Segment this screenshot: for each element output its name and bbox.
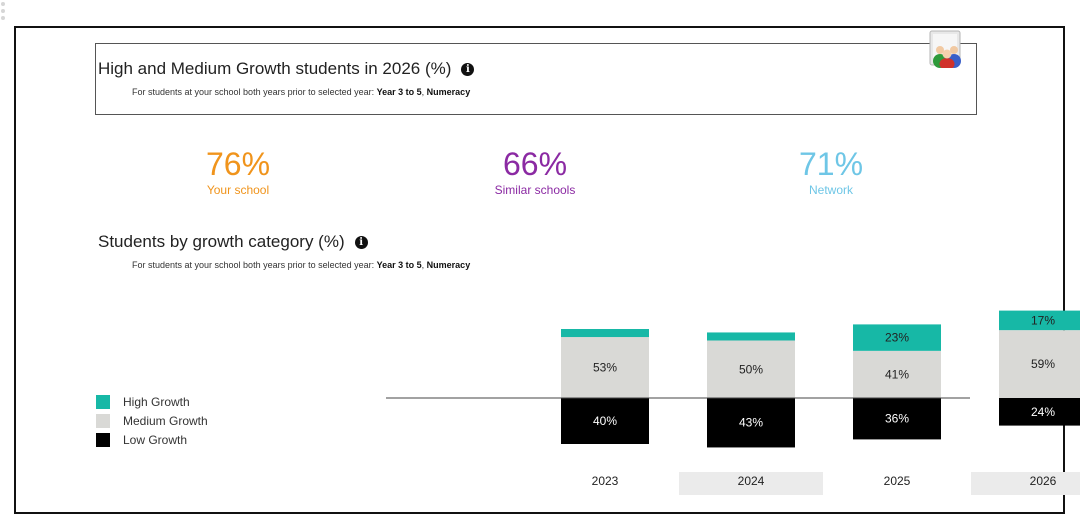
data-label-low-growth: 40% xyxy=(593,414,617,428)
bar-high-growth xyxy=(999,310,1080,331)
chart-note-domain: Numeracy xyxy=(426,260,471,270)
bar-low-growth xyxy=(707,398,795,448)
info-icon[interactable]: i xyxy=(461,63,475,76)
data-label-medium-growth: 41% xyxy=(885,367,909,381)
summary-note-prefix: For students at your school both years p… xyxy=(132,87,377,97)
bar-low-growth xyxy=(999,398,1080,426)
chart-note-prefix: For students at your school both years p… xyxy=(132,260,377,270)
x-tick-background xyxy=(679,472,823,495)
x-tick-label: 2026 xyxy=(1030,474,1057,488)
kpi-similar-schools: 66% Similar schools xyxy=(435,146,635,197)
bar-medium-growth xyxy=(999,330,1080,398)
x-tick-label: 2024 xyxy=(738,474,765,488)
x-tick-background xyxy=(971,472,1080,495)
bar-high-growth xyxy=(853,324,941,351)
data-label-low-growth: 36% xyxy=(885,412,909,426)
chart-title-text: Students by growth category (%) xyxy=(98,232,345,251)
legend-item-low: Low Growth xyxy=(96,430,208,449)
chart-title: Students by growth category (%) i xyxy=(98,232,368,252)
legend-swatch-low xyxy=(96,432,110,447)
bar-medium-growth xyxy=(561,337,649,398)
chart-note-sep: , xyxy=(421,260,427,270)
bar-medium-growth xyxy=(707,340,795,398)
legend-swatch-medium xyxy=(96,413,110,428)
summary-note: For students at your school both years p… xyxy=(132,87,470,97)
chart-note: For students at your school both years p… xyxy=(132,260,470,270)
legend-swatch-high xyxy=(96,394,110,409)
bar-high-growth xyxy=(561,329,649,338)
chart-legend: High Growth Medium Growth Low Growth xyxy=(96,392,208,449)
bar-low-growth xyxy=(561,398,649,444)
data-label-low-growth: 24% xyxy=(1031,405,1055,419)
data-label-low-growth: 43% xyxy=(739,416,763,430)
legend-label-high: High Growth xyxy=(123,394,190,409)
bar-medium-growth xyxy=(853,350,941,398)
legend-item-high: High Growth xyxy=(96,392,208,411)
summary-note-sep: , xyxy=(421,87,427,97)
legend-label-low: Low Growth xyxy=(123,432,188,447)
summary-note-year: Year 3 to 5 xyxy=(376,87,422,97)
kpi-network-label: Network xyxy=(808,183,853,197)
data-label-medium-growth: 59% xyxy=(1031,357,1055,371)
x-tick-label: 2025 xyxy=(884,474,911,488)
summary-note-domain: Numeracy xyxy=(426,87,471,97)
kpi-your-school-label: Your school xyxy=(206,183,270,197)
data-label-high-growth: 17% xyxy=(1031,313,1055,327)
kpi-network-value: 71% xyxy=(798,146,864,182)
kpi-network: 71% Network xyxy=(731,146,931,197)
kpi-your-school: 76% Your school xyxy=(138,146,338,197)
summary-title: High and Medium Growth students in 2026 … xyxy=(98,59,475,79)
kpi-similar-schools-label: Similar schools xyxy=(494,183,576,197)
kpi-your-school-value: 76% xyxy=(205,146,271,182)
data-label-medium-growth: 50% xyxy=(739,362,763,376)
legend-label-medium: Medium Growth xyxy=(123,413,208,428)
report-frame xyxy=(14,26,1065,514)
legend-item-medium: Medium Growth xyxy=(96,411,208,430)
info-icon[interactable]: i xyxy=(354,236,368,249)
bar-high-growth xyxy=(707,332,795,341)
data-label-medium-growth: 53% xyxy=(593,361,617,375)
bar-low-growth xyxy=(853,398,941,440)
kpi-similar-schools-value: 66% xyxy=(502,146,568,182)
drag-handle[interactable] xyxy=(0,0,6,26)
people-group-icon[interactable] xyxy=(924,30,968,68)
data-label-high-growth: 23% xyxy=(885,331,909,345)
chart-note-year: Year 3 to 5 xyxy=(376,260,422,270)
summary-title-text: High and Medium Growth students in 2026 … xyxy=(98,59,452,78)
x-tick-label: 2023 xyxy=(592,474,619,488)
summary-panel: High and Medium Growth students in 2026 … xyxy=(95,43,977,115)
